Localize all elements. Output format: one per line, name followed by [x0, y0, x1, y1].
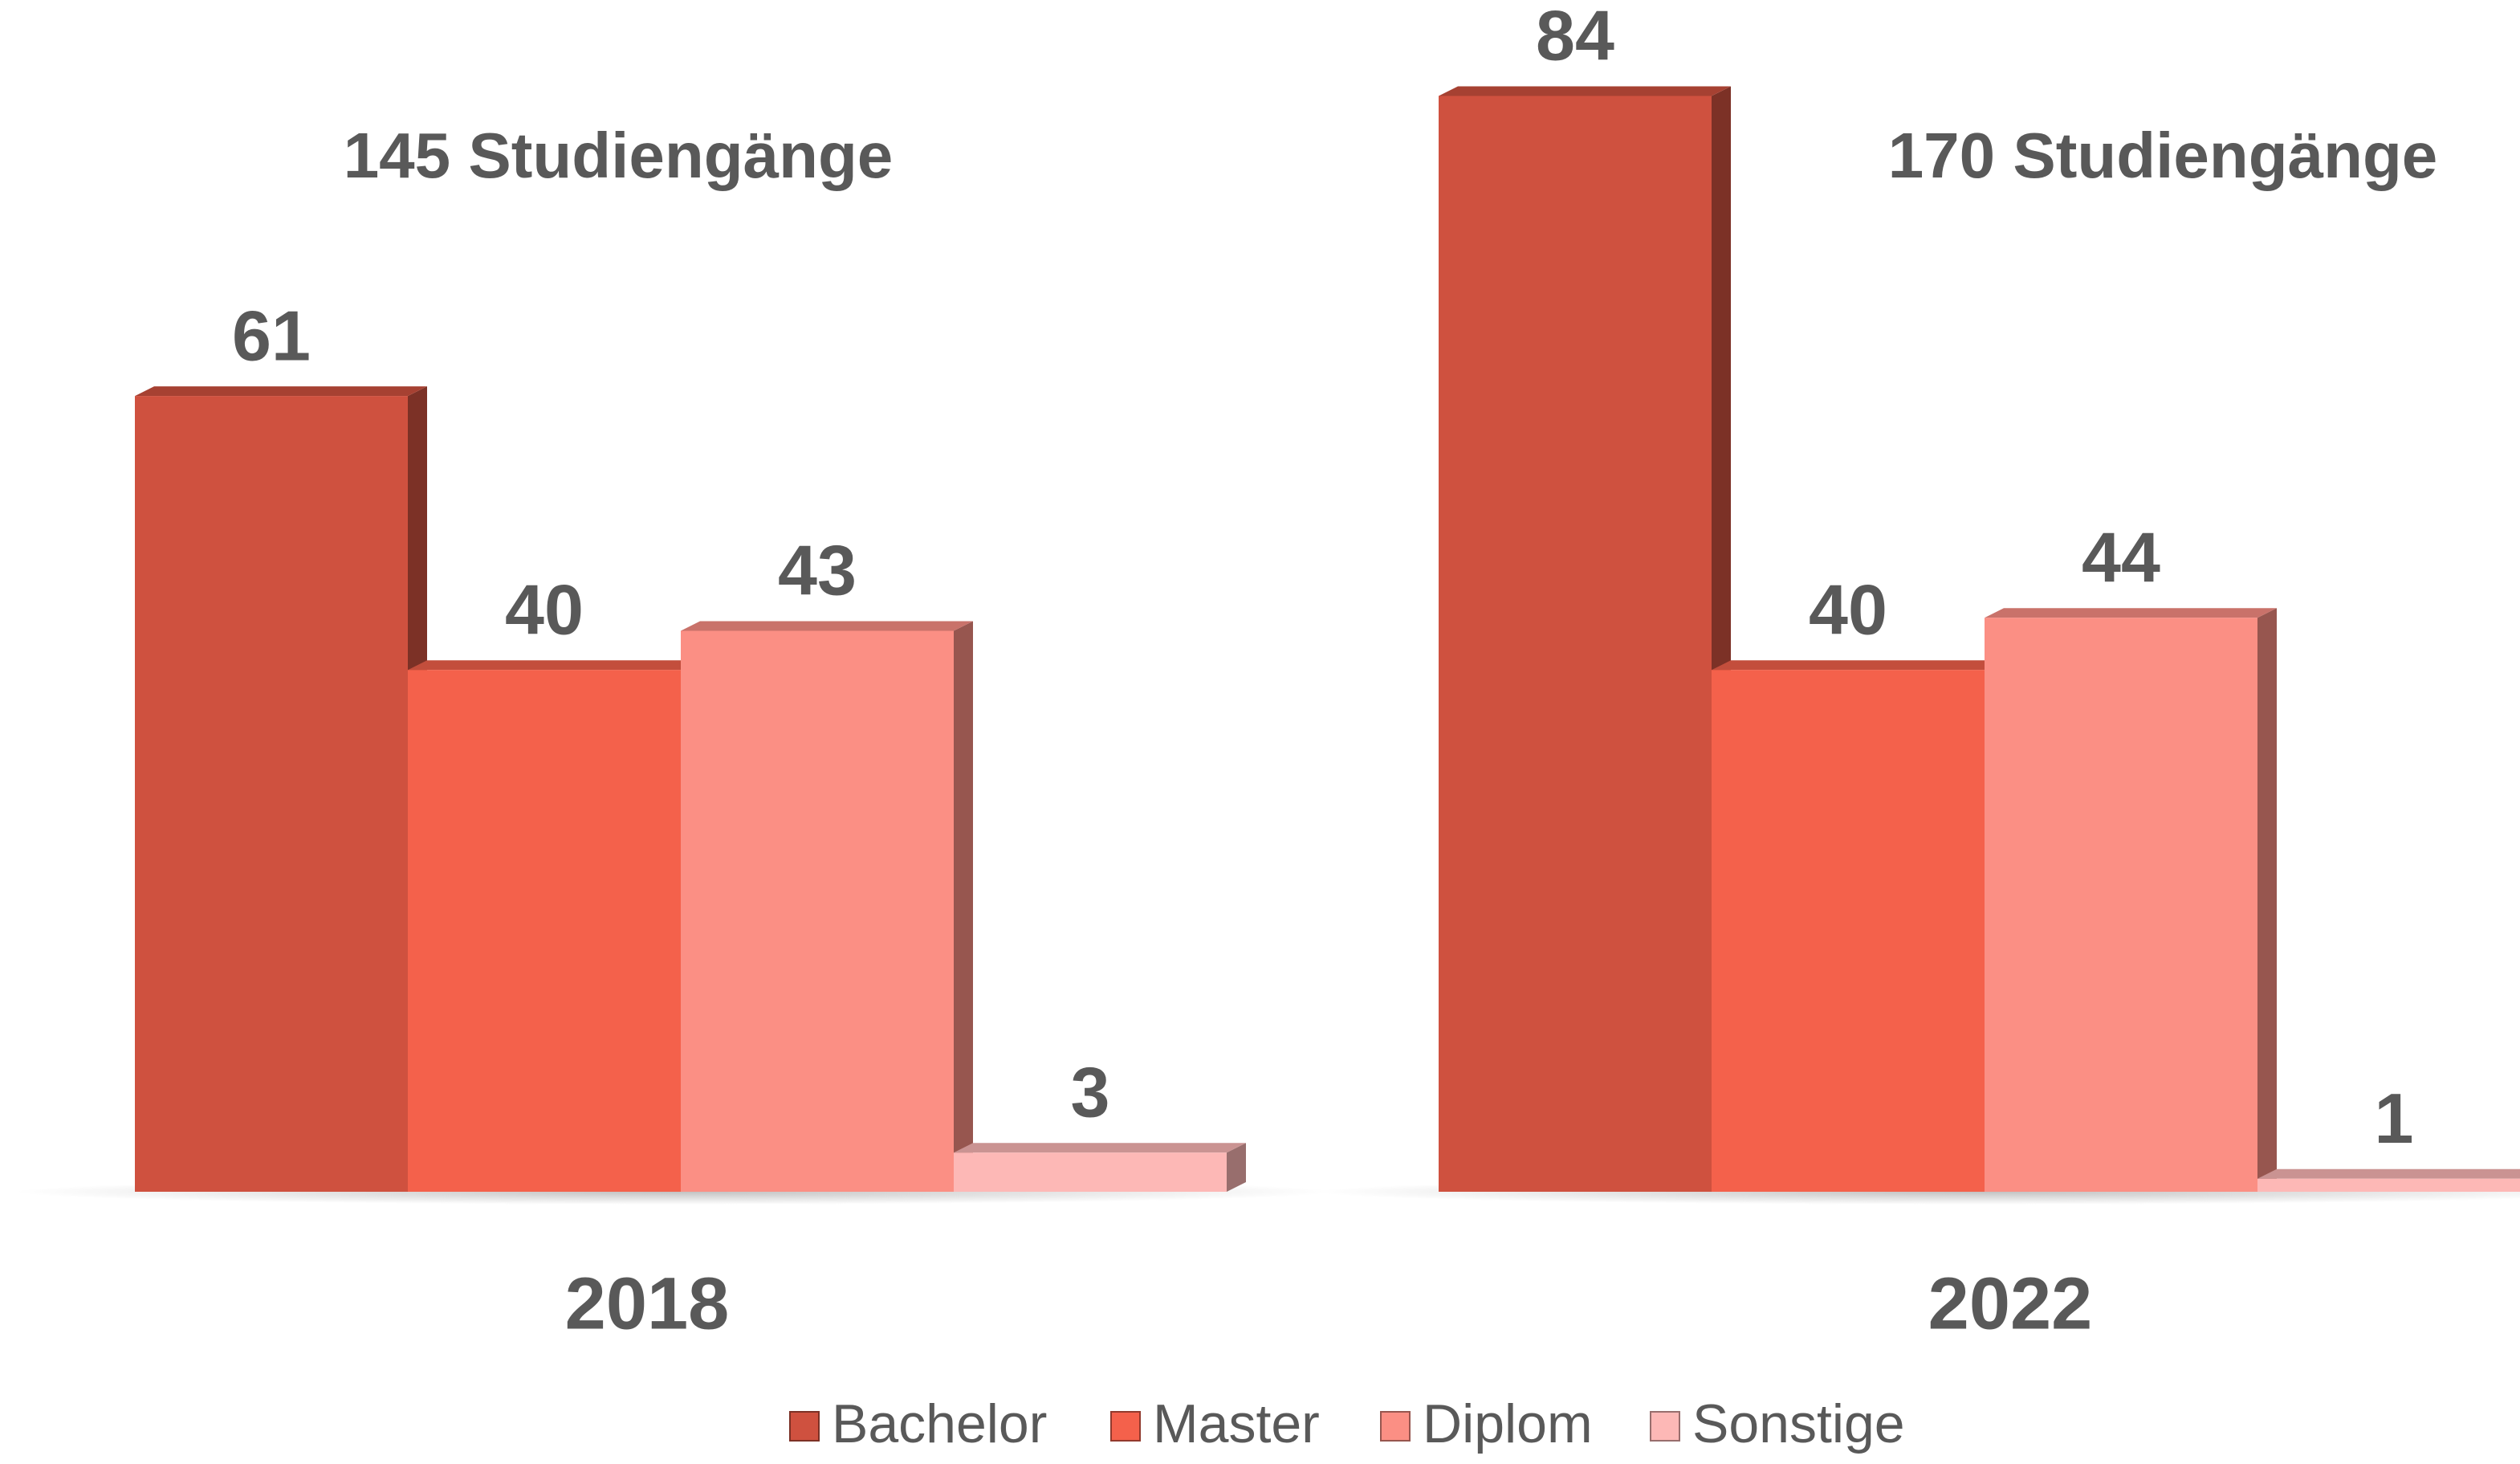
legend-swatch	[1380, 1411, 1411, 1442]
bar	[2257, 1178, 2520, 1192]
bar-side	[954, 621, 973, 1192]
legend-swatch	[1110, 1411, 1141, 1442]
bar-top	[1985, 608, 2277, 618]
legend-label: Sonstige	[1692, 1393, 1905, 1454]
bar	[1985, 618, 2257, 1192]
bar-side	[1227, 1143, 1246, 1192]
legend-label: Master	[1153, 1393, 1320, 1454]
data-label: 3	[1071, 1053, 1110, 1132]
bar	[1712, 670, 1985, 1192]
legend-swatch	[789, 1411, 820, 1442]
bar-side	[2257, 608, 2277, 1192]
annotation: 170 Studiengänge	[1888, 120, 2438, 191]
legend-swatch	[1650, 1411, 1680, 1442]
data-label: 40	[1809, 569, 1887, 649]
bar-top	[135, 386, 427, 397]
data-label: 84	[1536, 0, 1614, 75]
bar-top	[1439, 86, 1731, 96]
legend-label: Bachelor	[832, 1393, 1047, 1454]
bar	[135, 396, 408, 1193]
bar-top	[2257, 1168, 2520, 1179]
x-tick-label: 2022	[1928, 1262, 2093, 1344]
data-label: 43	[778, 531, 857, 610]
legend-label: Diplom	[1423, 1393, 1593, 1454]
bar	[1439, 96, 1712, 1192]
bar	[681, 630, 954, 1192]
bar	[954, 1152, 1227, 1192]
bar-top	[408, 660, 700, 671]
data-label: 61	[232, 296, 311, 375]
data-label: 40	[505, 569, 584, 649]
bar-top	[681, 621, 973, 631]
bar	[408, 670, 681, 1192]
x-tick-label: 2018	[565, 1262, 730, 1344]
data-label: 1	[2375, 1079, 2414, 1158]
bar-top	[1712, 660, 2004, 671]
annotation: 145 Studiengänge	[344, 120, 894, 191]
bar-top	[954, 1143, 1246, 1153]
data-label: 44	[2082, 517, 2160, 597]
